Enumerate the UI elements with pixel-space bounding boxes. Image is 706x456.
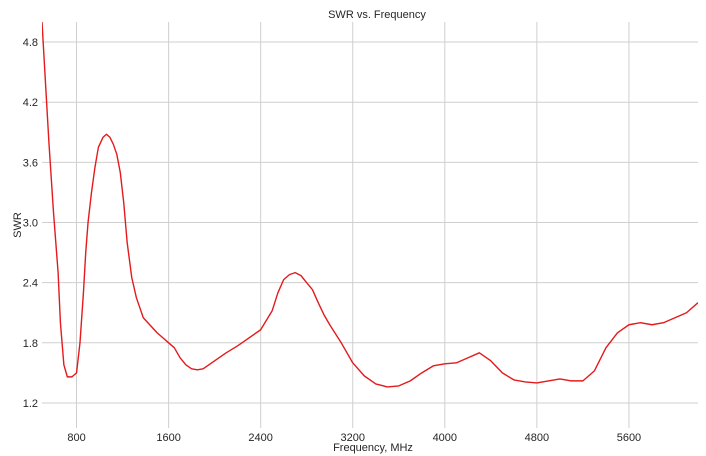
y-tick-label: 3.6 <box>23 157 38 169</box>
data-layer <box>42 22 698 388</box>
x-tick-label: 5600 <box>617 432 641 444</box>
chart-title: SWR vs. Frequency <box>328 9 426 21</box>
x-tick-label: 4000 <box>433 432 457 444</box>
y-tick-label: 1.8 <box>23 338 38 350</box>
x-tick-label: 800 <box>67 432 85 444</box>
ticks-layer: 800 1600 2400 3200 4000 4800 5600 1.2 1.8 2.4 3.0 3… <box>23 37 641 444</box>
y-tick-label: 3.0 <box>23 217 38 229</box>
x-axis-label: Frequency, MHz <box>333 442 413 454</box>
x-tick-label: 3200 <box>340 432 364 444</box>
y-tick-label: 1.2 <box>23 398 38 410</box>
y-axis-label: SWR <box>12 212 24 238</box>
swr-series-line <box>42 22 698 388</box>
x-tick-label: 2400 <box>248 432 272 444</box>
y-tick-label: 4.8 <box>23 37 38 49</box>
y-tick-label: 2.4 <box>23 278 38 290</box>
y-tick-label: 4.2 <box>23 97 38 109</box>
grid-layer <box>42 22 698 428</box>
x-tick-label: 1600 <box>156 432 180 444</box>
x-tick-label: 4800 <box>525 432 549 444</box>
